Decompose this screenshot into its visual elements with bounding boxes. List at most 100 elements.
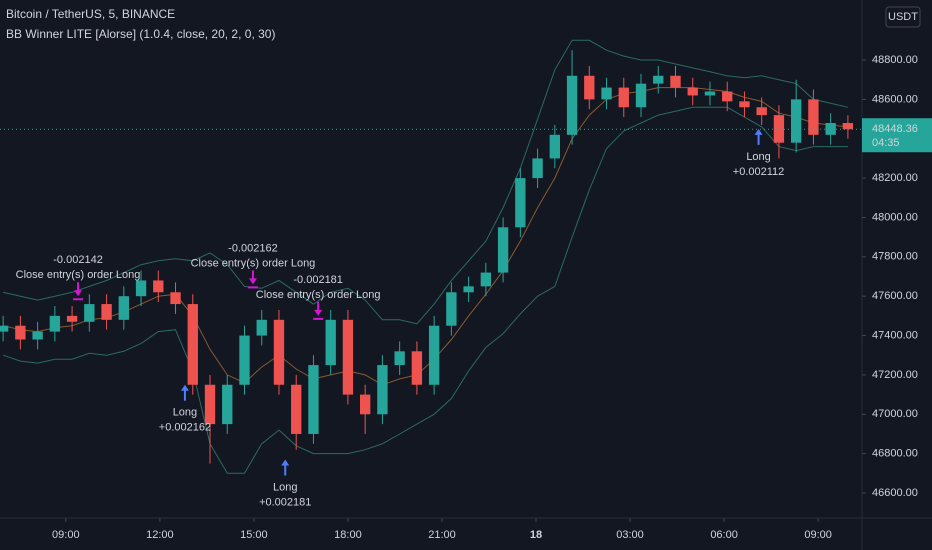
x-tick-label: 15:00: [240, 529, 268, 541]
candle-body: [773, 115, 785, 143]
y-tick-label: 46800.00: [872, 448, 918, 460]
exit-label: Close entry(s) order Long: [256, 289, 381, 301]
candle-body: [739, 101, 750, 108]
x-tick-label: 09:00: [804, 529, 832, 541]
x-tick-label: 18: [530, 529, 542, 541]
candle-body: [84, 304, 95, 322]
candle-body: [291, 384, 302, 434]
candle-body: [515, 178, 526, 228]
candle-body: [756, 107, 767, 116]
candle-body: [808, 99, 819, 135]
x-tick-label: 12:00: [146, 529, 174, 541]
chart-title: Bitcoin / TetherUS, 5, BINANCE: [6, 7, 175, 21]
candle-body: [377, 365, 388, 415]
candle-body: [32, 331, 43, 340]
candle-body: [360, 394, 371, 415]
currency-label[interactable]: USDT: [888, 11, 918, 23]
candle-body: [842, 123, 854, 130]
x-tick-label: 21:00: [428, 529, 456, 541]
candle-body: [584, 75, 595, 100]
candle-body: [722, 91, 733, 102]
y-tick-label: 47200.00: [872, 369, 918, 381]
candle-body: [118, 296, 129, 320]
candle-body: [791, 99, 802, 143]
entry-arrow: [180, 384, 189, 401]
candle-body: [549, 134, 560, 159]
x-tick-label: 18:00: [334, 529, 362, 541]
y-tick-label: 48200.00: [872, 172, 918, 184]
candle-body: [394, 351, 405, 366]
candle-body: [342, 319, 354, 395]
candle-body: [601, 87, 612, 100]
candle-body: [618, 87, 629, 108]
candle-body: [704, 91, 716, 96]
candle-body: [635, 83, 647, 108]
candle-body: [66, 315, 78, 322]
exit-arrow: [247, 270, 258, 289]
entry-label: +0.002181: [259, 496, 311, 508]
candle-body: [187, 304, 198, 385]
band-basis: [2, 87, 848, 386]
entry-label: Long: [173, 407, 197, 419]
y-tick-label: 47400.00: [872, 329, 918, 341]
y-tick-label: 47800.00: [872, 251, 918, 263]
entry-arrow: [281, 459, 290, 476]
candle-body: [825, 123, 836, 135]
last-price-label: 48448.36: [872, 123, 918, 135]
exit-label: -0.002142: [53, 254, 103, 266]
candle-body: [325, 319, 336, 366]
x-tick-label: 03:00: [616, 529, 644, 541]
band-lower: [2, 106, 848, 474]
candle-body: [532, 158, 543, 179]
y-tick-label: 48000.00: [872, 211, 918, 223]
candle-body: [428, 325, 440, 385]
candle-body: [49, 315, 61, 332]
candle-body: [653, 75, 664, 84]
candle-body: [480, 272, 492, 287]
candle-body: [170, 292, 181, 305]
exit-label: Close entry(s) order Long: [16, 269, 141, 281]
y-tick-label: 47600.00: [872, 290, 918, 302]
x-tick-label: 09:00: [52, 529, 80, 541]
band-upper: [2, 39, 849, 325]
plot-area: -0.002142 Close entry(s) order Long Long +0…: [0, 39, 862, 508]
candle-body: [256, 319, 267, 336]
indicator-title: BB Winner LITE [Alorse] (1.0.4, close, 2…: [6, 27, 275, 41]
entry-label: +0.002162: [159, 422, 211, 434]
candle-body: [670, 75, 681, 88]
candle-body: [0, 325, 9, 332]
candle-body: [446, 292, 457, 326]
candle-body: [153, 280, 164, 293]
entry-label: Long: [273, 481, 297, 493]
candle-body: [273, 319, 285, 385]
entry-arrow: [754, 128, 763, 145]
y-tick-label: 48800.00: [872, 54, 918, 66]
candle-body: [497, 227, 509, 273]
last-price-box: [862, 118, 932, 153]
exit-label: Close entry(s) order Long: [191, 257, 316, 269]
candle-body: [463, 286, 474, 293]
candle-body: [566, 75, 578, 135]
candle-body: [239, 335, 250, 385]
candle-body: [308, 365, 319, 434]
y-tick-label: 48600.00: [872, 93, 918, 105]
candle-body: [135, 280, 147, 297]
exit-label: -0.002181: [293, 274, 343, 286]
entry-label: +0.002112: [733, 166, 785, 178]
entry-label: Long: [746, 151, 770, 163]
candle-body: [411, 351, 423, 385]
candle-body: [101, 304, 112, 320]
exit-arrow: [73, 282, 84, 301]
countdown-label: 04:35: [872, 137, 900, 149]
y-tick-label: 47000.00: [872, 408, 918, 420]
candle-body: [204, 384, 216, 425]
y-tick-label: 46600.00: [872, 487, 918, 499]
candle-body: [15, 325, 26, 340]
candle-body: [222, 384, 233, 425]
exit-label: -0.002162: [228, 242, 278, 254]
currency-button[interactable]: [885, 6, 921, 28]
candle-body: [687, 87, 698, 96]
exit-arrow: [313, 301, 324, 320]
